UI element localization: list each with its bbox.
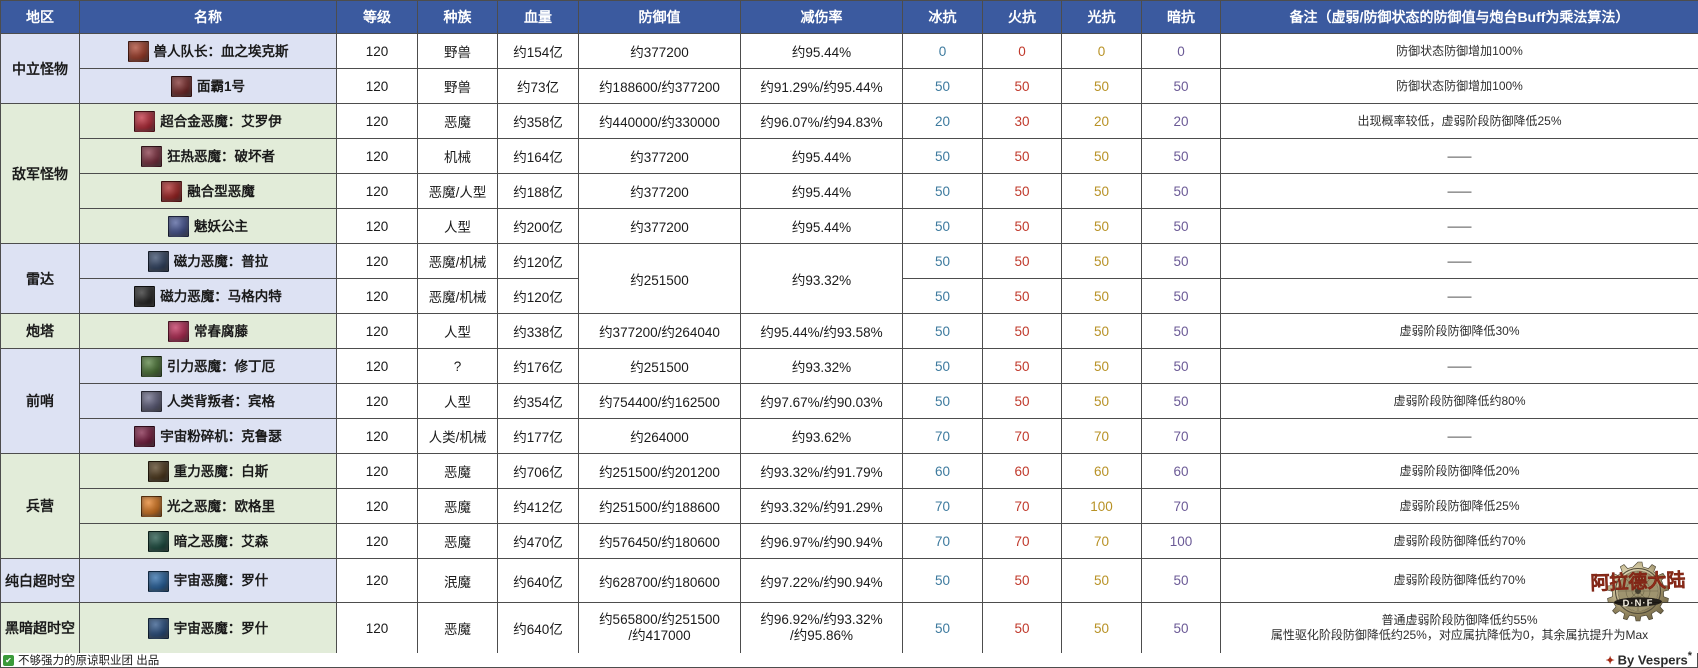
svg-text:D·N·F: D·N·F — [1623, 598, 1654, 610]
svg-text:阿拉德大陆: 阿拉德大陆 — [1590, 568, 1686, 594]
